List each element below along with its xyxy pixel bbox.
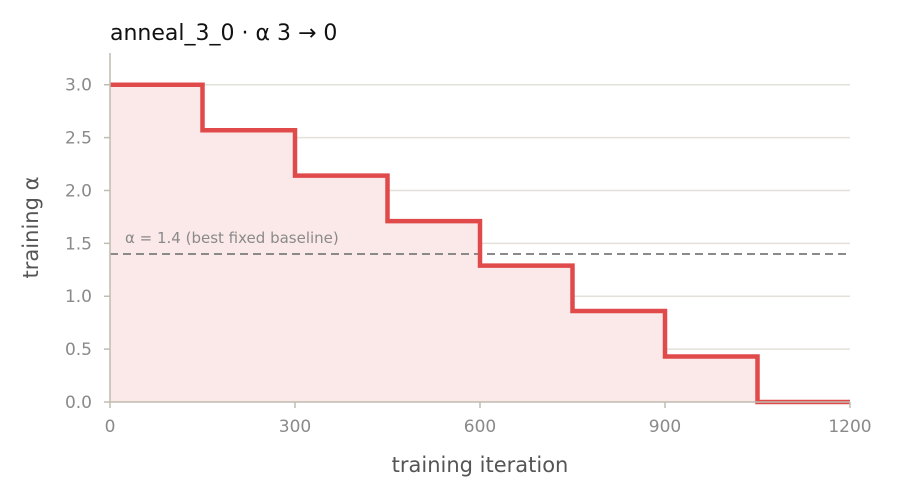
x-axis-label: training iteration xyxy=(392,453,569,477)
x-tick-label: 600 xyxy=(464,417,496,437)
y-axis-ticks: 0.0 0.5 1.0 1.5 2.0 2.5 3.0 xyxy=(65,76,110,413)
x-axis-ticks: 0 300 600 900 1200 xyxy=(105,402,872,437)
x-tick-label: 300 xyxy=(279,417,311,437)
y-tick-label: 1.5 xyxy=(65,234,92,254)
y-axis-label: training α xyxy=(19,177,43,279)
x-tick-label: 1200 xyxy=(828,417,871,437)
alpha-schedule-line xyxy=(110,82,850,405)
y-tick-label: 2.5 xyxy=(65,129,92,149)
baseline-reference-label: α = 1.4 (best fixed baseline) xyxy=(125,229,339,247)
x-tick-label: 0 xyxy=(105,417,116,437)
y-tick-label: 3.0 xyxy=(65,76,92,96)
y-tick-label: 1.0 xyxy=(65,287,92,307)
x-tick-label: 900 xyxy=(649,417,681,437)
chart-title: anneal_3_0 · α 3 → 0 xyxy=(110,21,337,46)
y-tick-label: 0.5 xyxy=(65,340,92,360)
y-tick-label: 2.0 xyxy=(65,181,92,201)
y-tick-label: 0.0 xyxy=(65,393,92,413)
